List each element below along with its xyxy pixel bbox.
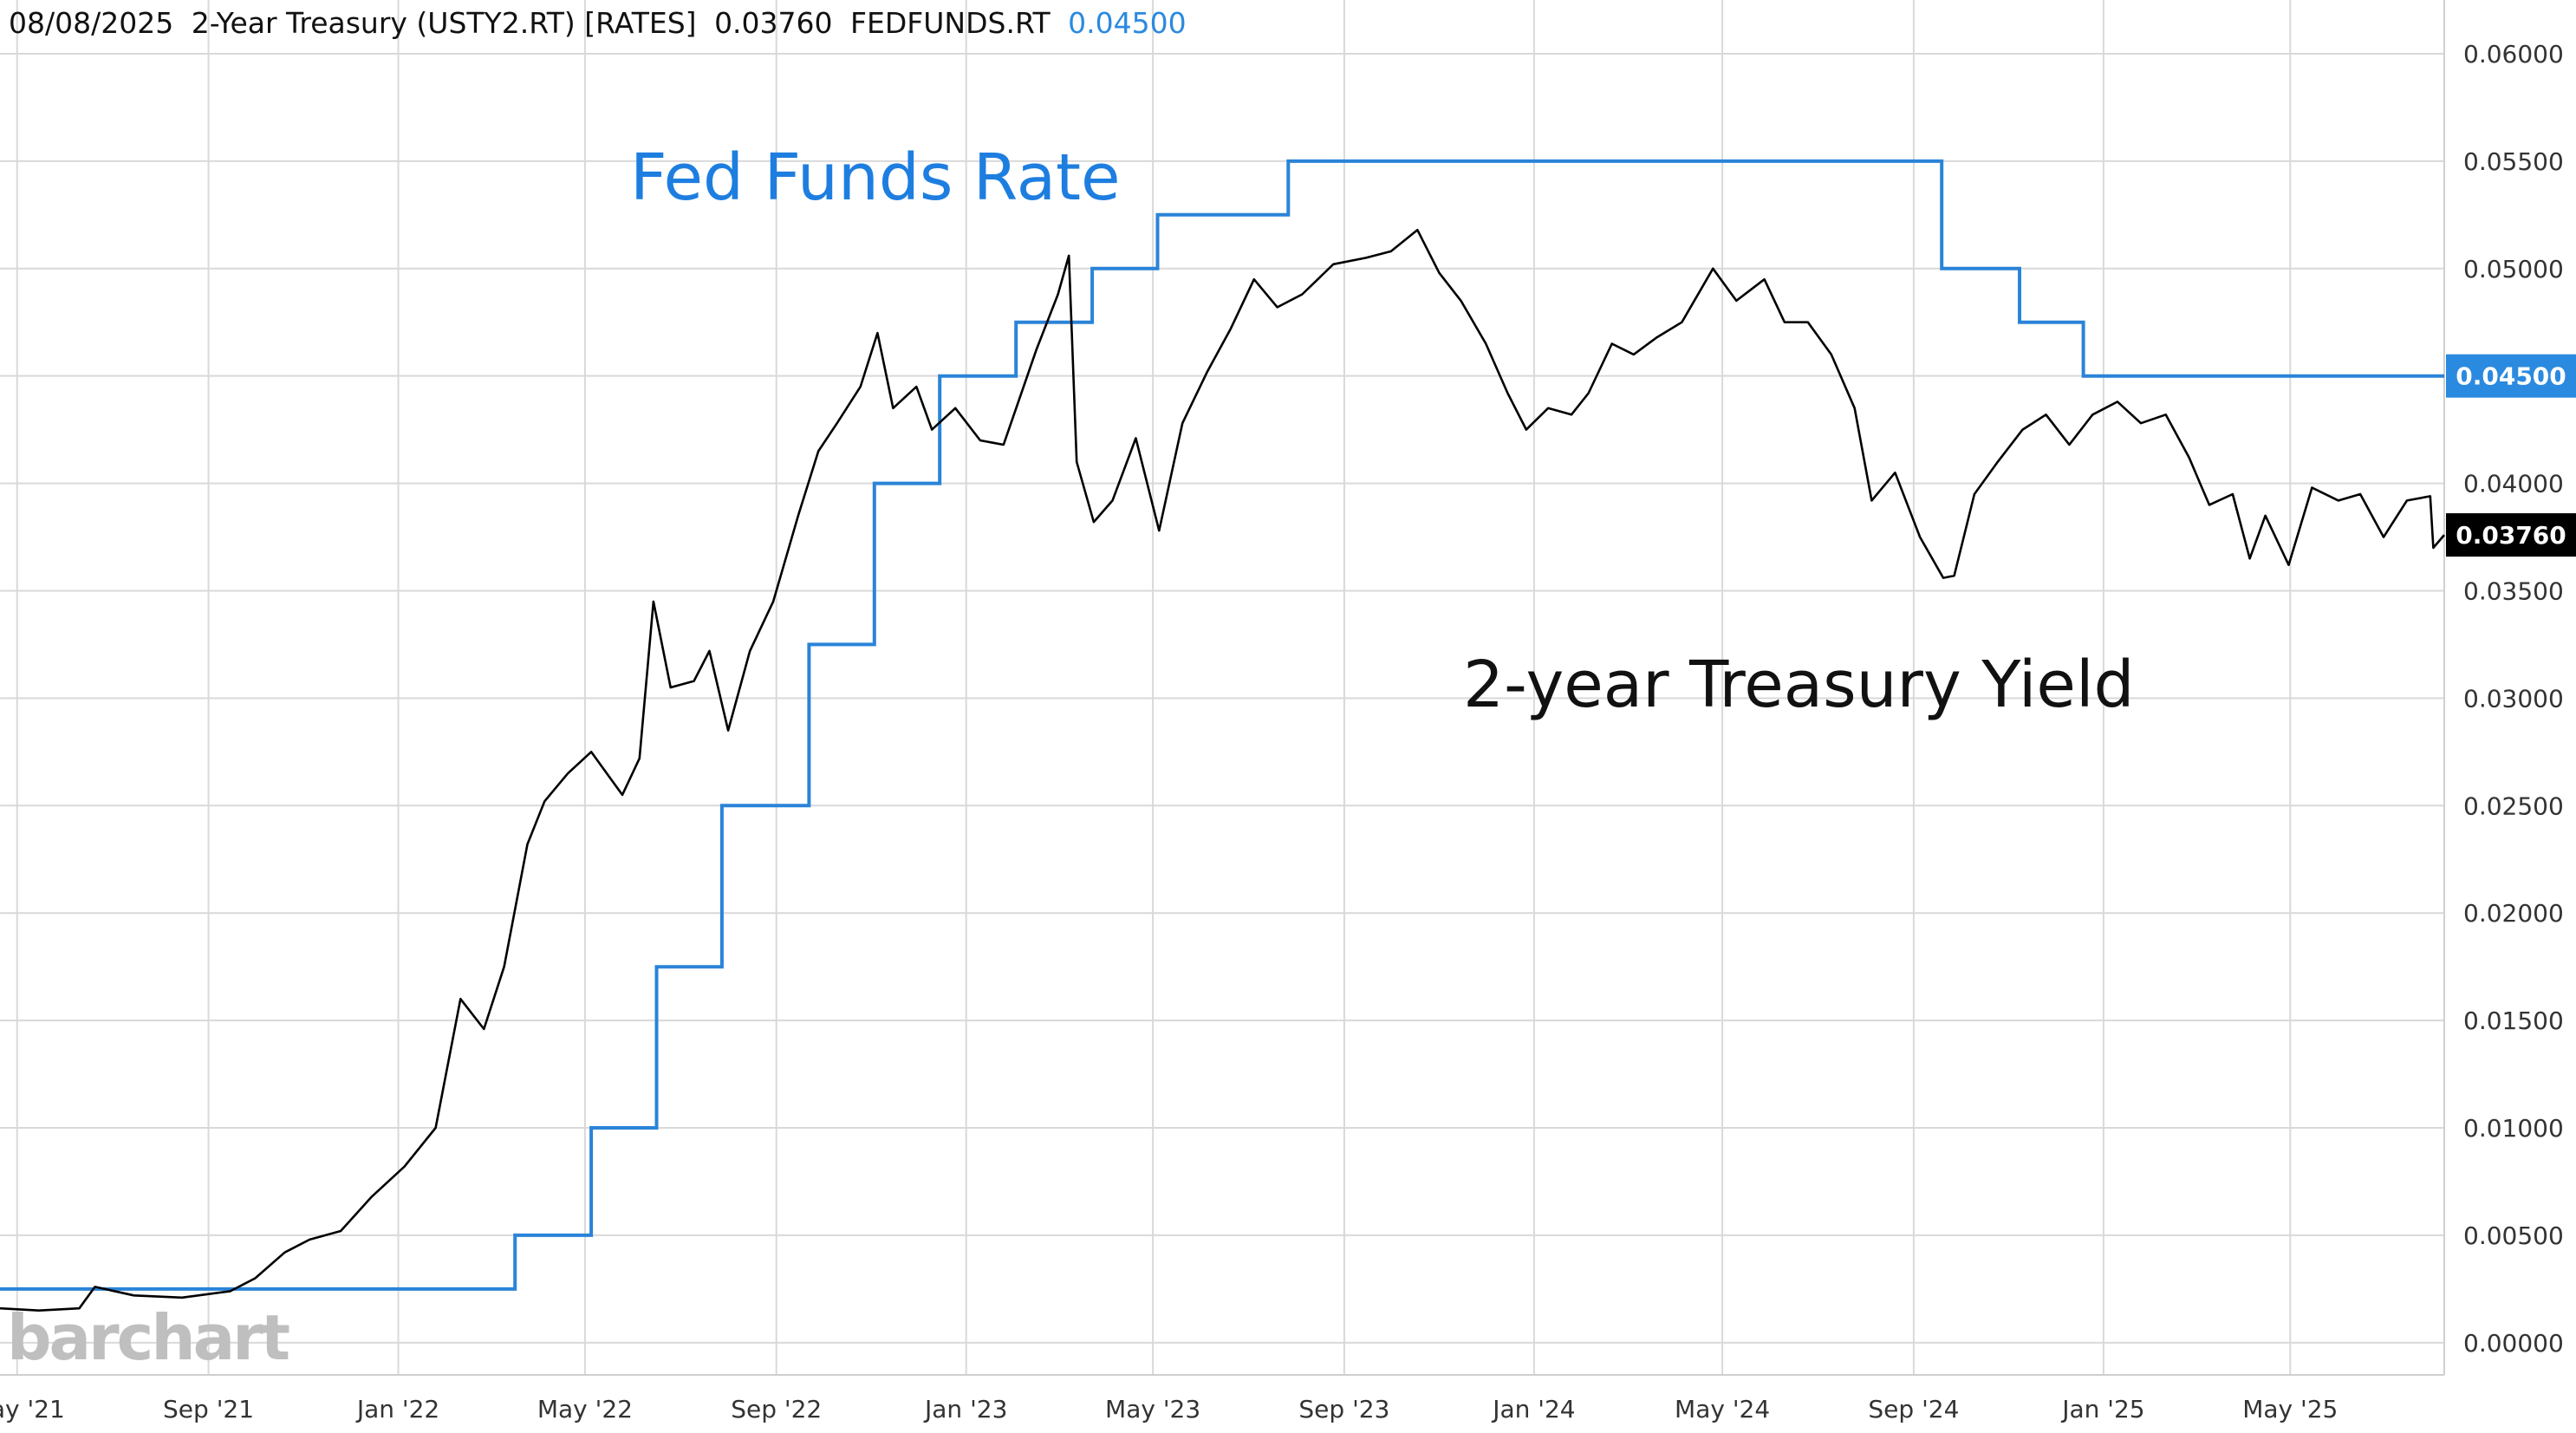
x-axis-labels: May '21 Sep '21 Jan '22 May '22 Sep '22 Jan '… (0, 1395, 2338, 1423)
x-tick-label: May '25 (2242, 1395, 2338, 1423)
treasury-last-badge-text: 0.03760 (2456, 521, 2566, 550)
x-gridlines (16, 0, 2292, 1375)
x-tick-label: May '23 (1105, 1395, 1200, 1423)
y-tick-label: 0.02000 (2463, 899, 2564, 928)
last-value-badges: 0.04500 0.03760 (2446, 354, 2576, 557)
treasury-yield-line (0, 228, 2445, 1312)
x-tick-label: Jan '24 (1491, 1395, 1575, 1423)
x-tick-label: Jan '25 (2060, 1395, 2144, 1423)
y-tick-label: 0.00500 (2463, 1221, 2564, 1250)
fed-last-badge-bg (2446, 354, 2576, 398)
y-tick-label: 0.00000 (2463, 1329, 2564, 1358)
treasury-last-badge-bg (2446, 513, 2576, 557)
y-tick-label: 0.05500 (2463, 147, 2564, 176)
x-tick-label: May '22 (537, 1395, 633, 1423)
x-tick-label: May '24 (1675, 1395, 1770, 1423)
y-tick-label: 0.01500 (2463, 1006, 2564, 1035)
header-secondary-value: 0.04500 (1068, 6, 1186, 40)
header-primary-value: 0.03760 (714, 6, 832, 40)
series-layer (0, 159, 2445, 1312)
y-tick-label: 0.01000 (2463, 1114, 2564, 1143)
x-tick-label: Sep '23 (1298, 1395, 1389, 1423)
x-tick-label: Sep '24 (1868, 1395, 1959, 1423)
y-tick-label: 0.06000 (2463, 40, 2564, 68)
watermark-logo: barchart (7, 1301, 289, 1374)
y-axis-labels: 0.00000 0.00500 0.01000 0.01500 0.02000 0.025… (2463, 40, 2564, 1358)
y-tick-label: 0.03500 (2463, 576, 2564, 605)
y-gridlines (0, 52, 2444, 1344)
y-tick-label: 0.03000 (2463, 684, 2564, 713)
fed-funds-line (0, 159, 2444, 1291)
fed-last-badge-text: 0.04500 (2456, 362, 2566, 391)
annotation-treasury: 2-year Treasury Yield (1463, 648, 2134, 722)
annotation-fed-funds: Fed Funds Rate (630, 140, 1121, 215)
y-tick-label: 0.02500 (2463, 791, 2564, 820)
y-tick-label: 0.04000 (2463, 470, 2564, 498)
header-secondary-label: FEDFUNDS.RT (850, 6, 1051, 40)
header-date: 08/08/2025 (9, 6, 173, 40)
header-primary-label: 2-Year Treasury (USTY2.RT) [RATES] (192, 6, 697, 40)
y-tick-label: 0.05000 (2463, 255, 2564, 283)
x-tick-label: May '21 (0, 1395, 65, 1423)
x-tick-label: Jan '23 (923, 1395, 1007, 1423)
x-tick-label: Sep '22 (731, 1395, 822, 1423)
x-tick-label: Sep '21 (163, 1395, 254, 1423)
x-tick-label: Jan '22 (355, 1395, 439, 1423)
chart-header: 08/08/2025 2-Year Treasury (USTY2.RT) [R… (9, 6, 1187, 40)
